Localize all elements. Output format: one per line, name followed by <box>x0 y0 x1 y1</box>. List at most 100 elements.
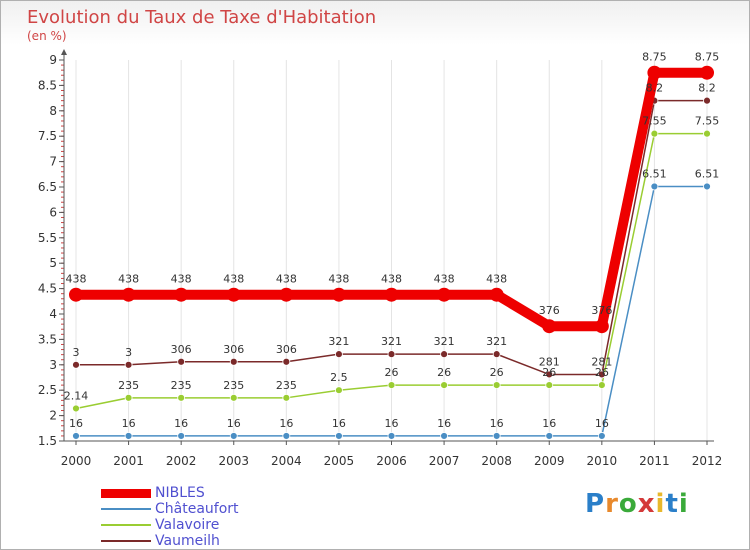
y-tick-label: 1.5 <box>38 434 57 448</box>
y-tick-label: 5.5 <box>38 231 57 245</box>
y-tick-label: 6 <box>49 205 57 219</box>
y-tick-label: 7.5 <box>38 129 57 143</box>
legend-swatch <box>101 524 151 526</box>
x-tick-label: 2012 <box>692 454 723 468</box>
legend-label: Vaumeilh <box>155 533 220 549</box>
data-point-nibles <box>384 287 399 302</box>
data-point-vaumeilh <box>703 96 711 105</box>
data-point-châteaufort <box>545 432 554 440</box>
data-point-vaumeilh <box>335 350 343 359</box>
data-point-nibles <box>594 319 609 334</box>
data-label-nibles: 438 <box>66 273 87 286</box>
data-point-vaumeilh <box>124 360 133 369</box>
data-point-châteaufort <box>492 432 501 440</box>
data-point-valavoire <box>124 393 133 402</box>
data-label-vaumeilh: 281 <box>539 355 560 368</box>
data-label-vaumeilh: 281 <box>591 355 612 368</box>
data-point-nibles <box>542 319 557 334</box>
y-tick-label: 8 <box>49 104 57 118</box>
y-tick-label: 6.5 <box>38 180 57 194</box>
logo-letter: t <box>665 489 679 519</box>
x-tick-label: 2006 <box>376 454 407 468</box>
y-tick-label: 9 <box>49 53 57 67</box>
y-tick-label: 2.5 <box>38 383 57 397</box>
x-tick-label: 2010 <box>587 454 618 468</box>
data-point-châteaufort <box>597 432 606 440</box>
data-point-châteaufort <box>229 432 238 440</box>
data-label-nibles: 376 <box>591 304 612 317</box>
data-label-valavoire: 26 <box>490 366 504 379</box>
data-point-valavoire <box>229 393 238 402</box>
data-point-châteaufort <box>387 432 396 440</box>
data-label-nibles: 438 <box>223 273 244 286</box>
data-point-valavoire <box>703 129 711 138</box>
data-point-vaumeilh <box>387 350 396 359</box>
legend-item-vaumeilh: Vaumeilh <box>101 533 220 549</box>
data-point-valavoire <box>72 404 80 413</box>
data-label-vaumeilh: 321 <box>381 335 402 348</box>
data-label-valavoire: 235 <box>118 379 139 392</box>
data-label-châteaufort: 16 <box>174 417 188 430</box>
x-tick-label: 2011 <box>639 454 670 468</box>
data-point-valavoire <box>650 129 659 138</box>
data-label-valavoire: 235 <box>223 379 244 392</box>
data-point-vaumeilh <box>597 370 606 379</box>
data-label-vaumeilh: 321 <box>486 335 507 348</box>
data-label-châteaufort: 16 <box>332 417 346 430</box>
y-tick-label: 7 <box>49 155 57 169</box>
data-label-vaumeilh: 8.2 <box>646 82 664 95</box>
data-label-châteaufort: 16 <box>279 417 293 430</box>
data-point-nibles <box>279 287 294 302</box>
data-label-vaumeilh: 306 <box>223 343 244 356</box>
data-point-châteaufort <box>440 432 448 440</box>
logo-letter: r <box>605 489 619 519</box>
logo-letter: i <box>655 489 666 519</box>
data-label-châteaufort: 16 <box>385 417 399 430</box>
data-label-nibles: 8.75 <box>695 51 720 64</box>
data-label-nibles: 438 <box>276 273 297 286</box>
logo-letter: x <box>637 489 656 519</box>
data-label-vaumeilh: 3 <box>125 346 132 359</box>
x-tick-label: 2000 <box>61 454 92 468</box>
x-tick-label: 2003 <box>218 454 249 468</box>
data-point-vaumeilh <box>177 357 186 366</box>
legend-swatch <box>101 508 151 510</box>
data-point-nibles <box>121 287 136 302</box>
data-label-vaumeilh: 321 <box>328 335 349 348</box>
data-point-châteaufort <box>177 432 186 440</box>
data-label-châteaufort: 16 <box>490 417 504 430</box>
data-point-vaumeilh <box>545 370 554 379</box>
y-axis-unit-label: (en %) <box>27 29 67 43</box>
data-label-nibles: 438 <box>486 273 507 286</box>
data-label-valavoire: 2.14 <box>64 389 89 402</box>
legend-item-valavoire: Valavoire <box>101 517 219 533</box>
data-point-vaumeilh <box>72 360 80 369</box>
legend-label: Châteaufort <box>155 501 239 517</box>
data-point-vaumeilh <box>282 357 291 366</box>
data-label-valavoire: 26 <box>385 366 399 379</box>
data-point-nibles <box>226 287 241 302</box>
data-label-valavoire: 7.55 <box>695 115 720 128</box>
y-tick-label: 3 <box>49 358 57 372</box>
legend-swatch <box>101 540 151 542</box>
data-label-nibles: 438 <box>328 273 349 286</box>
logo-letter: i <box>678 489 689 519</box>
logo-letter: o <box>618 489 638 519</box>
data-point-valavoire <box>177 393 186 402</box>
x-tick-label: 2008 <box>481 454 512 468</box>
data-label-châteaufort: 16 <box>542 417 556 430</box>
data-label-châteaufort: 16 <box>437 417 451 430</box>
y-tick-label: 3.5 <box>38 332 57 346</box>
data-label-vaumeilh: 321 <box>434 335 455 348</box>
data-point-nibles <box>489 287 504 302</box>
data-point-valavoire <box>492 381 501 390</box>
data-label-nibles: 438 <box>118 273 139 286</box>
data-label-vaumeilh: 3 <box>73 346 80 359</box>
data-point-châteaufort <box>124 432 133 440</box>
data-label-valavoire: 26 <box>437 366 451 379</box>
data-point-nibles <box>174 287 189 302</box>
data-label-nibles: 8.75 <box>642 51 667 64</box>
data-point-nibles <box>331 287 346 302</box>
data-label-nibles: 438 <box>434 273 455 286</box>
